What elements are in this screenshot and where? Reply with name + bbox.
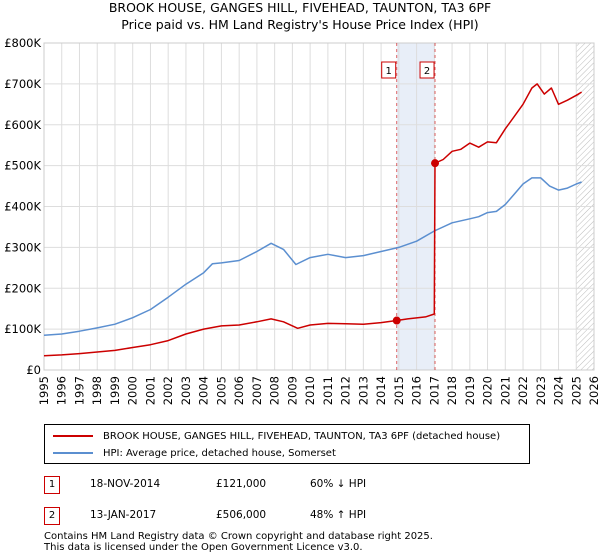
- footer: Contains HM Land Registry data © Crown c…: [44, 531, 433, 553]
- legend-item-hpi: HPI: Average price, detached house, Some…: [53, 445, 336, 461]
- sale-badge-2: 2: [44, 507, 60, 525]
- sale-date-1: 18-NOV-2014: [90, 478, 161, 490]
- sale-price-2: £506,000: [216, 509, 267, 521]
- x-tick-label: 2007: [250, 376, 264, 405]
- x-tick-label: 2012: [339, 376, 353, 405]
- sale-badge-1: 1: [44, 476, 60, 494]
- x-tick-label: 2013: [356, 376, 370, 405]
- x-tick-label: 2001: [143, 376, 157, 405]
- legend-swatch-hpi: [53, 452, 93, 454]
- x-tick-label: 2002: [161, 376, 175, 405]
- x-tick-label: 1999: [108, 376, 122, 405]
- footer-line-1: Contains HM Land Registry data © Crown c…: [44, 531, 433, 542]
- legend-swatch-property: [53, 435, 93, 437]
- x-tick-label: 2020: [481, 376, 495, 405]
- y-tick-label: £400K: [4, 200, 41, 214]
- x-tick-label: 1996: [55, 376, 69, 405]
- legend-label-property: BROOK HOUSE, GANGES HILL, FIVEHEAD, TAUN…: [103, 430, 501, 442]
- footer-line-2: This data is licensed under the Open Gov…: [44, 542, 363, 553]
- sale-marker-box-2: [419, 61, 435, 79]
- x-tick-label: 2004: [197, 376, 211, 405]
- x-tick-label: 1995: [37, 376, 51, 405]
- x-tick-label: 2014: [374, 376, 388, 405]
- x-tick-label: 2003: [179, 376, 193, 405]
- x-tick-label: 2008: [268, 376, 282, 405]
- x-tick-label: 2018: [445, 376, 459, 405]
- x-tick-label: 2022: [516, 376, 530, 405]
- x-tick-label: 2009: [285, 376, 299, 405]
- x-tick-label: 2026: [587, 376, 600, 405]
- x-tick-label: 2006: [232, 376, 246, 405]
- x-tick-label: 2017: [427, 376, 441, 405]
- sale-date-2: 13-JAN-2017: [90, 509, 157, 521]
- x-tick-label: 2021: [498, 376, 512, 405]
- y-tick-label: £500K: [4, 159, 41, 173]
- x-tick-label: 2000: [126, 376, 140, 405]
- hpi-line: [43, 177, 582, 337]
- x-tick-label: 2019: [463, 376, 477, 405]
- y-tick-label: £200K: [4, 281, 41, 295]
- sale-marker-label-2: 2: [424, 66, 430, 77]
- y-tick-label: £100K: [4, 322, 41, 336]
- x-tick-label: 2016: [410, 376, 424, 405]
- x-tick-label: 1997: [72, 376, 86, 405]
- sale-point-1: [392, 316, 401, 325]
- plot-border: [43, 42, 595, 371]
- x-tick-label: 2005: [214, 376, 228, 405]
- y-tick-label: £300K: [4, 240, 41, 254]
- sale-marker-label-1: 1: [386, 66, 392, 77]
- y-tick-label: £600K: [4, 118, 41, 132]
- x-tick-label: 1998: [90, 376, 104, 405]
- property-price-line: [43, 83, 582, 357]
- sale-hpi-1: 60% ↓ HPI: [310, 478, 367, 490]
- price-chart: £0 £100K £200K £300K £400K £500K £600K £700K £80…: [4, 36, 600, 405]
- y-tick-label: £0: [26, 363, 41, 377]
- sale-hpi-2: 48% ↑ HPI: [310, 509, 367, 521]
- x-tick-label: 2024: [552, 376, 566, 405]
- x-tick-label: 2015: [392, 376, 406, 405]
- x-tick-label: 2011: [321, 376, 335, 405]
- y-tick-label: £700K: [4, 77, 41, 91]
- legend: BROOK HOUSE, GANGES HILL, FIVEHEAD, TAUN…: [44, 424, 530, 464]
- chart-title: BROOK HOUSE, GANGES HILL, FIVEHEAD, TAUN…: [108, 0, 492, 15]
- x-tick-label: 2023: [534, 376, 548, 405]
- chart-subtitle: Price paid vs. HM Land Registry's House …: [121, 17, 479, 32]
- y-tick-label: £800K: [4, 36, 41, 50]
- sale-price-1: £121,000: [216, 478, 267, 490]
- sale-point-2: [431, 159, 440, 168]
- legend-label-hpi: HPI: Average price, detached house, Some…: [103, 447, 336, 459]
- x-tick-label: 2025: [569, 376, 583, 405]
- x-tick-label: 2010: [303, 376, 317, 405]
- sale-marker-box-1: [381, 61, 397, 79]
- legend-item-property: BROOK HOUSE, GANGES HILL, FIVEHEAD, TAUN…: [53, 428, 500, 444]
